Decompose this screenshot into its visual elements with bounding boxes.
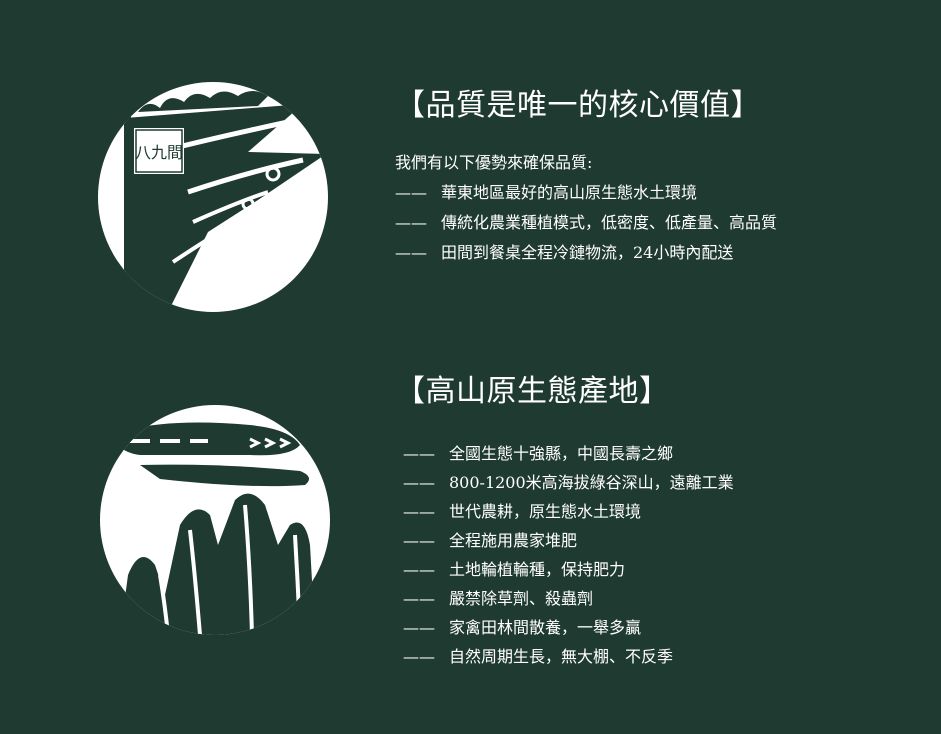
list-item: —— 土地輪植輪種，保持肥力	[403, 560, 626, 579]
logo-text: 八九間	[135, 143, 183, 162]
list-item: —— 華東地區最好的高山原生態水土環境	[395, 183, 698, 202]
flag-logo-icon: 八九間	[124, 91, 326, 312]
origin-section: 【高山原生態產地】 —— 全國生態十強縣，中國長壽之鄉 —— 800-1200米高海…	[395, 370, 734, 671]
list-item: —— 全程施用農家堆肥	[403, 531, 578, 550]
origin-list: —— 全國生態十強縣，中國長壽之鄉 —— 800-1200米高海拔綠谷深山，遠離工業…	[395, 439, 734, 671]
origin-title: 【高山原生態產地】	[395, 374, 670, 409]
mountain-emblem	[100, 405, 330, 635]
list-item: —— 嚴禁除草劑、殺蟲劑	[403, 589, 594, 608]
list-item: —— 傳統化農業種植模式，低密度、低產量、高品質	[395, 213, 778, 232]
quality-section: 【品質是唯一的核心價值】 我們有以下優勢來確保品質: —— 華東地區最好的高山原生…	[395, 84, 777, 268]
list-item: —— 800-1200米高海拔綠谷深山，遠離工業	[403, 473, 734, 492]
quality-title: 【品質是唯一的核心價值】	[395, 88, 761, 123]
quality-list: —— 華東地區最好的高山原生態水土環境 —— 傳統化農業種植模式，低密度、低產量、高…	[395, 178, 777, 268]
quality-intro: 我們有以下優勢來確保品質:	[395, 153, 593, 172]
list-item: —— 家禽田林間散養，一舉多贏	[403, 618, 642, 637]
list-item: —— 全國生態十強縣，中國長壽之鄉	[403, 444, 674, 463]
list-item: —— 自然周期生長，無大棚、不反季	[403, 647, 674, 666]
list-item: —— 世代農耕，原生態水土環境	[403, 502, 642, 521]
flag-emblem: 八九間	[98, 82, 328, 312]
mountain-cloud-icon	[110, 422, 315, 635]
list-item: —— 田間到餐桌全程冷鏈物流，24小時內配送	[395, 243, 734, 262]
